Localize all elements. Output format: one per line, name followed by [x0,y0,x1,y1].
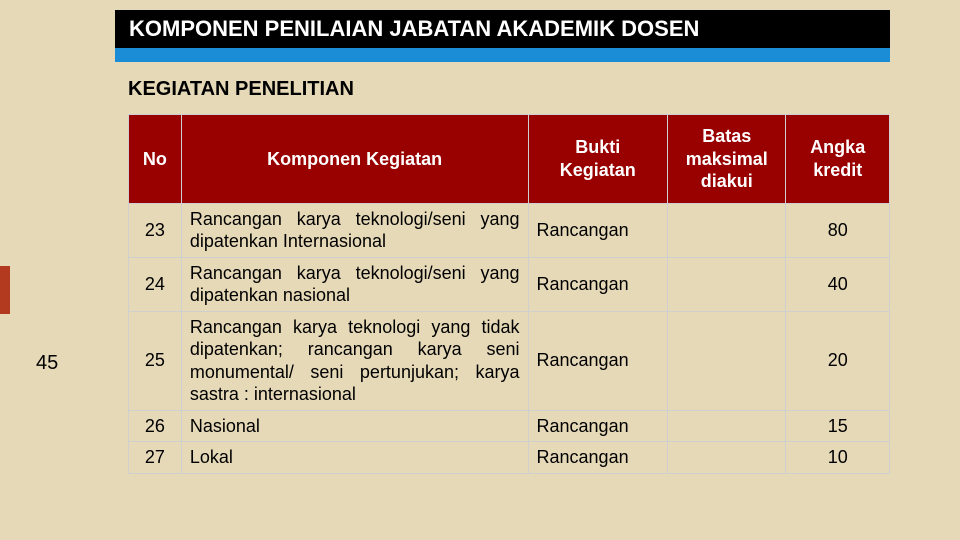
page-number: 45 [36,352,58,375]
cell-no: 25 [129,311,182,410]
page-title: KOMPONEN PENILAIAN JABATAN AKADEMIK DOSE… [129,16,699,41]
left-accent-bar [0,266,10,314]
col-header-angka: Angka kredit [786,115,890,204]
cell-no: 27 [129,442,182,474]
table-header-row: No Komponen Kegiatan Bukti Kegiatan Bata… [129,115,890,204]
cell-no: 26 [129,410,182,442]
cell-komponen: Rancangan karya teknologi/seni yang dipa… [181,257,528,311]
page-title-banner: KOMPONEN PENILAIAN JABATAN AKADEMIK DOSE… [115,10,890,48]
cell-angka: 20 [786,311,890,410]
table-row: 24 Rancangan karya teknologi/seni yang d… [129,257,890,311]
cell-angka: 10 [786,442,890,474]
cell-batas [668,203,786,257]
cell-komponen: Lokal [181,442,528,474]
cell-no: 24 [129,257,182,311]
col-header-no: No [129,115,182,204]
cell-no: 23 [129,203,182,257]
cell-bukti: Rancangan [528,442,668,474]
cell-angka: 80 [786,203,890,257]
cell-komponen: Rancangan karya teknologi yang tidak dip… [181,311,528,410]
cell-komponen: Rancangan karya teknologi/seni yang dipa… [181,203,528,257]
cell-komponen: Nasional [181,410,528,442]
cell-bukti: Rancangan [528,410,668,442]
table-row: 25 Rancangan karya teknologi yang tidak … [129,311,890,410]
assessment-table: No Komponen Kegiatan Bukti Kegiatan Bata… [128,114,890,474]
cell-bukti: Rancangan [528,203,668,257]
cell-batas [668,311,786,410]
cell-bukti: Rancangan [528,257,668,311]
cell-batas [668,410,786,442]
table-row: 27 Lokal Rancangan 10 [129,442,890,474]
section-subtitle: KEGIATAN PENELITIAN [128,78,354,101]
cell-batas [668,442,786,474]
cell-angka: 15 [786,410,890,442]
table-row: 26 Nasional Rancangan 15 [129,410,890,442]
col-header-batas: Batas maksimal diakui [668,115,786,204]
table-row: 23 Rancangan karya teknologi/seni yang d… [129,203,890,257]
cell-angka: 40 [786,257,890,311]
col-header-bukti: Bukti Kegiatan [528,115,668,204]
cell-bukti: Rancangan [528,311,668,410]
cell-batas [668,257,786,311]
col-header-komponen: Komponen Kegiatan [181,115,528,204]
